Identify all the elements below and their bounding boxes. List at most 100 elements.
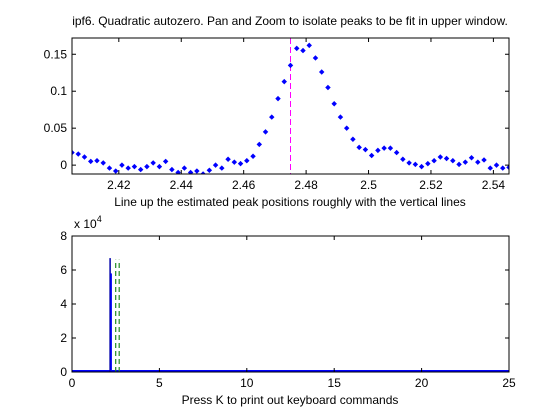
data-point (418, 163, 425, 170)
data-point (425, 160, 431, 167)
data-point (106, 165, 113, 171)
data-point (281, 78, 287, 85)
data-point (325, 84, 331, 91)
data-point (94, 157, 100, 164)
data-point (156, 163, 163, 170)
lower-xtick-label: 10 (240, 376, 254, 390)
data-point (381, 145, 387, 151)
data-point (72, 149, 75, 156)
lower-xtick-label: 5 (156, 376, 163, 390)
data-point (287, 62, 294, 69)
data-point (350, 136, 356, 142)
data-point (393, 149, 400, 156)
data-point (125, 165, 131, 171)
lower-xtick-label: 25 (502, 376, 516, 390)
data-point (225, 156, 231, 162)
data-point (331, 101, 337, 107)
data-point (219, 165, 225, 171)
peak-data-series (72, 38, 509, 174)
data-point (162, 158, 169, 165)
data-point (487, 165, 493, 171)
signal-overview-series (72, 258, 509, 372)
data-point (212, 162, 219, 168)
data-point (493, 162, 500, 168)
data-point (144, 163, 150, 170)
data-point (81, 154, 88, 160)
lower-xtick-label: 20 (415, 376, 429, 390)
lower-plot-xlabel: Press K to print out keyboard commands (182, 393, 399, 407)
data-point (406, 160, 412, 166)
data-point (368, 152, 375, 159)
data-point (337, 114, 344, 120)
upper-ytick-label: 0.15 (44, 47, 68, 61)
lower-ytick-label: 4 (60, 297, 67, 311)
data-point (256, 141, 263, 148)
data-point (200, 171, 206, 174)
data-point (112, 168, 119, 174)
data-point (318, 69, 325, 75)
data-point (181, 165, 188, 171)
upper-xtick-label: 2.46 (232, 178, 256, 192)
data-point (262, 129, 269, 135)
upper-ytick-label: 0.05 (44, 121, 68, 135)
upper-xtick-label: 2.44 (170, 178, 194, 192)
data-point (244, 157, 250, 164)
data-point (187, 169, 194, 174)
data-point (387, 145, 394, 151)
data-point (456, 161, 462, 168)
upper-xtick-label: 2.48 (294, 178, 318, 192)
upper-plot-xlabel: Line up the estimated peak positions rou… (114, 195, 466, 209)
data-point (250, 153, 256, 159)
upper-plot[interactable]: 2.42 2.44 2.46 2.48 2.5 2.52 2.5400.050.10.15 … (44, 14, 512, 209)
data-point (431, 157, 437, 164)
data-point (237, 160, 244, 167)
lower-plot-exponent-label: x 104 (74, 214, 102, 231)
data-point (506, 164, 509, 171)
data-point (137, 166, 144, 173)
data-point (294, 45, 300, 52)
data-point (443, 155, 450, 162)
data-point (175, 169, 181, 174)
upper-xtick-label: 2.42 (107, 178, 131, 192)
data-point (100, 160, 106, 166)
data-point (300, 47, 306, 54)
data-point (306, 42, 312, 49)
upper-plot-frame (71, 37, 510, 175)
upper-xtick-label: 2.52 (419, 178, 443, 192)
lower-ytick-label: 2 (60, 331, 67, 345)
data-point (475, 159, 481, 165)
data-point (88, 158, 94, 165)
upper-ytick-label: 0.1 (50, 84, 67, 98)
lower-ytick-label: 8 (60, 229, 67, 243)
data-point (437, 154, 444, 160)
data-point (356, 144, 362, 151)
data-point (119, 162, 125, 168)
lower-ytick-label: 6 (60, 263, 67, 277)
upper-xtick-label: 2.5 (360, 178, 377, 192)
data-point (362, 146, 369, 153)
data-point (194, 168, 200, 174)
lower-xtick-label: 0 (69, 376, 76, 390)
data-point (75, 151, 81, 157)
data-point (500, 165, 506, 171)
data-point (269, 114, 275, 120)
upper-xtick-label: 2.54 (482, 178, 506, 192)
data-point (231, 159, 238, 165)
data-point (450, 157, 456, 164)
data-point (375, 147, 381, 154)
data-point (275, 95, 281, 102)
data-point (206, 167, 213, 174)
data-point (481, 157, 487, 163)
lower-ytick-label: 0 (60, 365, 67, 379)
data-point (150, 160, 156, 166)
data-point (169, 166, 175, 173)
lower-plot[interactable]: 0 5 10 15 20 25 0 2 4 6 8 x 104 Press K to print o… (60, 214, 516, 407)
data-point (400, 156, 406, 162)
data-point (343, 125, 350, 131)
data-point (412, 161, 419, 168)
data-point (131, 163, 138, 170)
upper-ytick-label: 0 (60, 158, 67, 172)
data-point (312, 55, 319, 61)
